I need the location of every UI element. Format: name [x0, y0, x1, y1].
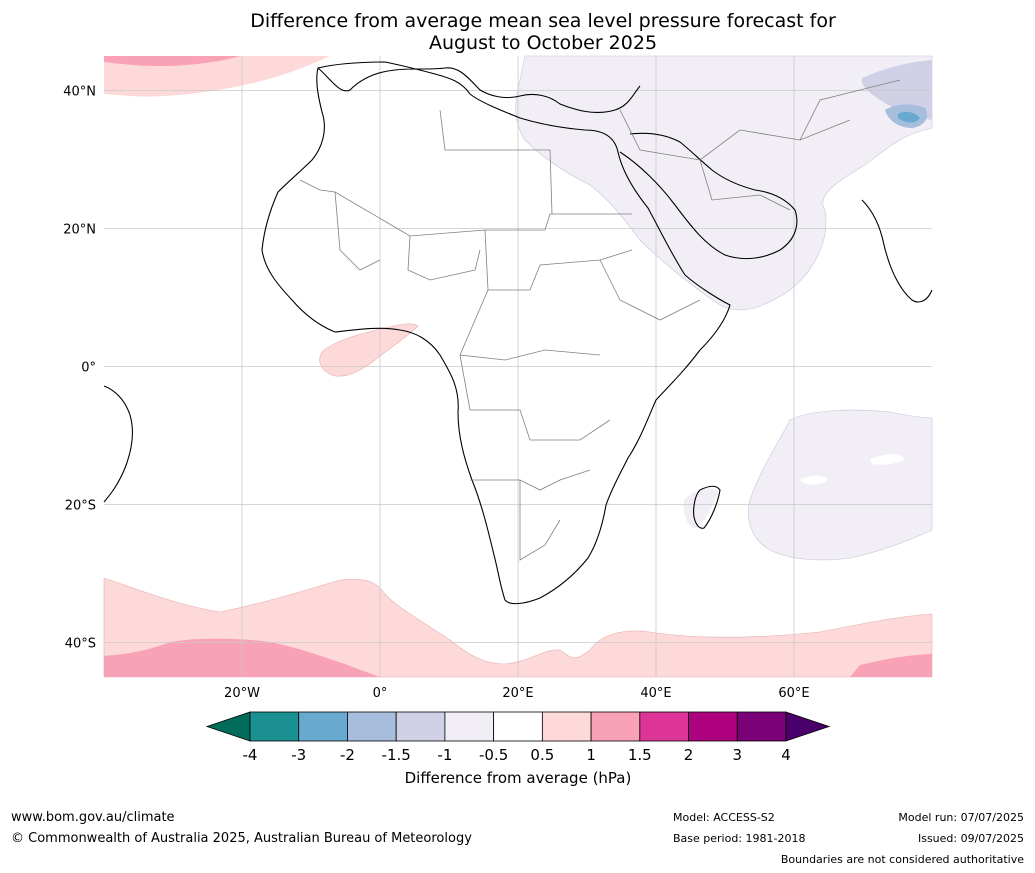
south-america-coastline — [103, 385, 134, 503]
anomaly-southern-ocean — [103, 577, 933, 678]
colorbar-segment — [590, 711, 641, 742]
anomaly-madagascar-lavender — [683, 488, 718, 528]
colorbar-over-triangle — [785, 711, 831, 742]
colorbar-tick-label: -1.5 — [382, 746, 411, 764]
border-line-11 — [699, 159, 791, 211]
anomaly-middle-east-lavender — [515, 55, 933, 311]
colorbar-segment — [347, 711, 397, 742]
colorbar-segment — [688, 711, 738, 742]
border-line-1 — [334, 191, 632, 237]
colorbar-segment — [395, 711, 446, 742]
anomaly-south-indian-strong — [850, 654, 932, 677]
colorbar-tick-label: -4 — [243, 746, 258, 764]
border-line-9 — [599, 259, 701, 321]
colorbar-segment — [298, 711, 348, 742]
lat-tick-label: 0° — [81, 361, 96, 376]
border-line-4 — [484, 229, 633, 291]
title-line-2: August to October 2025 — [428, 32, 658, 54]
colorbar-tick-label: -0.5 — [479, 746, 508, 764]
model-run-text: Model run: 07/07/2025 — [898, 811, 1024, 824]
anomaly-north-atlantic-pink — [104, 56, 330, 97]
colorbar-tick-label: 4 — [781, 746, 791, 764]
colorbar: -4 -3 -2 -1.5 -1 -0.5 0.5 1 1.5 2 3 4 — [205, 711, 831, 764]
lat-tick-label: 40°S — [65, 637, 96, 652]
copyright-text: © Commonwealth of Australia 2025, Austra… — [11, 831, 472, 846]
border-line-2 — [439, 109, 553, 215]
lat-tick-label: 20°N — [63, 223, 96, 238]
colorbar-under-triangle — [205, 711, 251, 742]
issued-text: Issued: 09/07/2025 — [917, 832, 1024, 845]
border-line-5 — [459, 289, 601, 361]
colorbar-tick-label: -3 — [291, 746, 306, 764]
colorbar-tick-label: 3 — [732, 746, 742, 764]
lon-tick-label: 40°E — [640, 686, 671, 701]
coastlines — [103, 61, 933, 605]
country-borders — [299, 79, 901, 561]
colorbar-tick-label: -1 — [437, 746, 452, 764]
border-line-7 — [470, 469, 591, 491]
colorbar-segment — [493, 711, 543, 742]
mediterranean-north-coast — [317, 67, 641, 113]
lon-tick-label: 20°W — [224, 686, 260, 701]
anomaly-white-hole-1 — [870, 454, 905, 465]
anomaly-central-asia-blue — [861, 60, 932, 120]
gridlines — [104, 56, 932, 677]
colorbar-segment — [639, 711, 689, 742]
border-line-8 — [519, 480, 561, 561]
border-line-12 — [799, 79, 901, 141]
website-text: www.bom.gov.au/climate — [11, 810, 175, 825]
colorbar-segment — [541, 711, 592, 742]
anomaly-north-atlantic-strong — [104, 56, 240, 66]
madagascar-coastline — [693, 485, 721, 529]
title-line-1: Difference from average mean sea level p… — [250, 10, 836, 32]
colorbar-segment — [444, 711, 495, 742]
lat-tick-label: 20°S — [65, 499, 96, 514]
colorbar-segment — [249, 711, 300, 742]
colorbar-tick-label: -2 — [340, 746, 355, 764]
lat-tick-label: 40°N — [63, 85, 96, 100]
colorbar-tick-label: 0.5 — [530, 746, 554, 764]
lon-tick-label: 0° — [373, 686, 388, 701]
arabian-coastline — [619, 132, 798, 260]
colorbar-tick-label: 1.5 — [628, 746, 652, 764]
colorbar-tick-label: 1 — [586, 746, 596, 764]
colorbar-segment — [736, 711, 787, 742]
colorbar-label: Difference from average (hPa) — [404, 769, 632, 787]
map-title: Difference from average mean sea level p… — [0, 10, 1035, 54]
anomaly-white-hole-2 — [800, 475, 828, 485]
border-line-10 — [619, 109, 851, 161]
anomaly-gulf-of-guinea — [319, 323, 419, 377]
border-line-6 — [459, 354, 611, 441]
map-area — [103, 55, 933, 678]
lon-tick-label: 20°E — [502, 686, 533, 701]
model-text: Model: ACCESS-S2 — [673, 811, 775, 824]
africa-coastline — [261, 61, 731, 605]
border-line-13 — [299, 179, 381, 271]
lon-tick-label: 60°E — [778, 686, 809, 701]
colorbar-tick-label: 2 — [684, 746, 694, 764]
disclaimer-text: Boundaries are not considered authoritat… — [780, 853, 1024, 866]
base-period-text: Base period: 1981-2018 — [673, 832, 806, 845]
anomaly-tibet-teal — [898, 111, 920, 123]
border-line-3 — [407, 235, 481, 281]
india-coastline — [861, 199, 933, 303]
